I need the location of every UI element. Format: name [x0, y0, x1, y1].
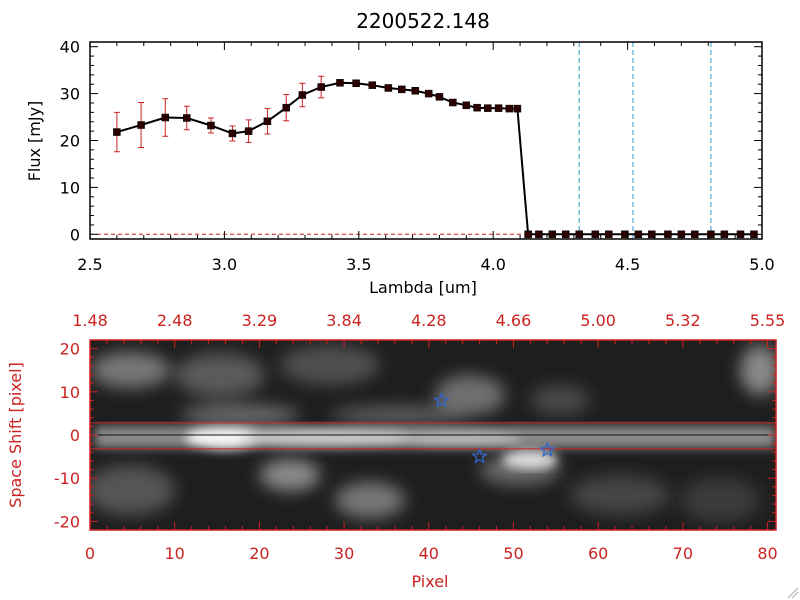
data-point [298, 91, 307, 99]
top-axis-tick-label: 5.55 [750, 311, 786, 330]
data-point [562, 230, 570, 239]
data-point [207, 121, 215, 130]
data-point [368, 81, 376, 89]
x-tick-label: 50 [503, 544, 523, 563]
data-point [113, 128, 121, 136]
x-tick-label: 4.5 [615, 255, 640, 274]
image-overlays [90, 391, 776, 464]
y-tick-label: 20 [60, 340, 80, 359]
data-point [575, 230, 583, 239]
data-point [513, 104, 522, 113]
data-point [484, 104, 492, 112]
data-point [473, 103, 481, 112]
data-point [228, 129, 237, 138]
data-point [605, 230, 613, 239]
x-tick-label: 3.5 [346, 255, 371, 274]
x-tick-label: 60 [588, 544, 608, 563]
data-point [411, 87, 419, 95]
spectrum-y-axis: 0 10 20 30 40 [60, 38, 762, 244]
image-diffuse-texture [90, 345, 776, 522]
data-point [282, 103, 290, 112]
data-point [183, 114, 191, 122]
spectral-image-panel: 0 10 20 30 40 50 60 70 80 -20 -10 0 10 20 1.48 2.48 3.… [6, 311, 785, 591]
image-top-axis: 1.48 2.48 3.29 3.84 4.28 4.66 5.00 5.32 5.55 [72, 311, 785, 348]
top-axis-tick-label: 5.32 [665, 311, 701, 330]
star-marker-icon [433, 391, 450, 408]
top-axis-tick-label: 1.48 [72, 311, 108, 330]
y-tick-label: 40 [60, 38, 80, 57]
top-axis-tick-label: 3.84 [326, 311, 362, 330]
x-tick-label: 2.5 [77, 255, 102, 274]
data-point [736, 230, 745, 239]
data-point [591, 230, 600, 239]
data-point [664, 230, 672, 239]
image-y-axis: -20 -10 0 10 20 [54, 339, 776, 531]
data-point [244, 127, 253, 135]
top-axis-tick-label: 5.00 [580, 311, 616, 330]
x-tick-label: 3.0 [212, 255, 237, 274]
resize-grip-icon[interactable] [787, 587, 799, 599]
x-tick-label: 70 [673, 544, 693, 563]
spectrum-line [116, 81, 754, 236]
data-point [435, 93, 444, 101]
star-marker-icon [471, 447, 488, 464]
y-tick-label: 20 [60, 132, 80, 151]
data-point [424, 89, 433, 98]
data-point [449, 98, 457, 107]
data-point [691, 230, 699, 239]
y-tick-label: 10 [60, 178, 80, 197]
x-tick-label: 40 [419, 544, 439, 563]
spectrum-axes-frame [89, 41, 763, 240]
image-trace [95, 426, 775, 469]
data-point [137, 121, 145, 129]
data-point [548, 230, 557, 239]
x-tick-label: 0 [85, 544, 95, 563]
data-point [384, 84, 393, 92]
y-tick-label: -20 [54, 512, 80, 531]
spectrum-plot-area [90, 42, 762, 239]
data-point [462, 101, 471, 110]
data-point [494, 104, 503, 112]
data-point [336, 79, 344, 87]
top-axis-tick-label: 4.28 [411, 311, 447, 330]
spectrum-panel: 2200522.148 2.5 3.0 3.5 4.0 4.5 5.0 0 10 20 30 40… [25, 9, 775, 297]
image-y-axis-label: Space Shift [pixel] [6, 362, 25, 508]
x-tick-label: 30 [334, 544, 354, 563]
y-tick-label: 0 [70, 426, 80, 445]
data-point [634, 230, 643, 239]
star-marker-icon [538, 441, 556, 458]
x-tick-label: 80 [757, 544, 777, 563]
data-point [352, 79, 360, 88]
data-point [524, 230, 532, 239]
top-axis-tick-label: 2.48 [157, 311, 193, 330]
data-point [720, 230, 729, 239]
data-point [505, 104, 514, 113]
x-tick-label: 4.0 [480, 255, 505, 274]
image-x-axis: 0 10 20 30 40 50 60 70 80 [85, 522, 778, 563]
data-point [317, 83, 325, 91]
data-point [161, 113, 170, 122]
top-axis-tick-label: 3.29 [242, 311, 278, 330]
y-tick-label: 10 [60, 383, 80, 402]
data-point [707, 230, 715, 239]
spectrum-y-axis-label: Flux [mJy] [25, 101, 44, 182]
chart-title: 2200522.148 [356, 9, 490, 33]
data-point [621, 230, 629, 239]
y-tick-label: -10 [54, 469, 80, 488]
data-point [263, 117, 272, 126]
data-point [648, 230, 656, 239]
spectrum-x-axis-label: Lambda [um] [369, 278, 477, 297]
spectrum-x-axis: 2.5 3.0 3.5 4.0 4.5 5.0 [77, 42, 775, 274]
x-tick-label: 20 [249, 544, 269, 563]
x-tick-label: 5.0 [749, 255, 774, 274]
y-tick-label: 30 [60, 85, 80, 104]
data-point [398, 85, 406, 94]
image-x-axis-label: Pixel [411, 572, 448, 591]
x-tick-label: 10 [165, 544, 185, 563]
y-tick-label: 0 [70, 225, 80, 244]
data-point [535, 230, 543, 239]
top-axis-tick-label: 4.66 [496, 311, 532, 330]
